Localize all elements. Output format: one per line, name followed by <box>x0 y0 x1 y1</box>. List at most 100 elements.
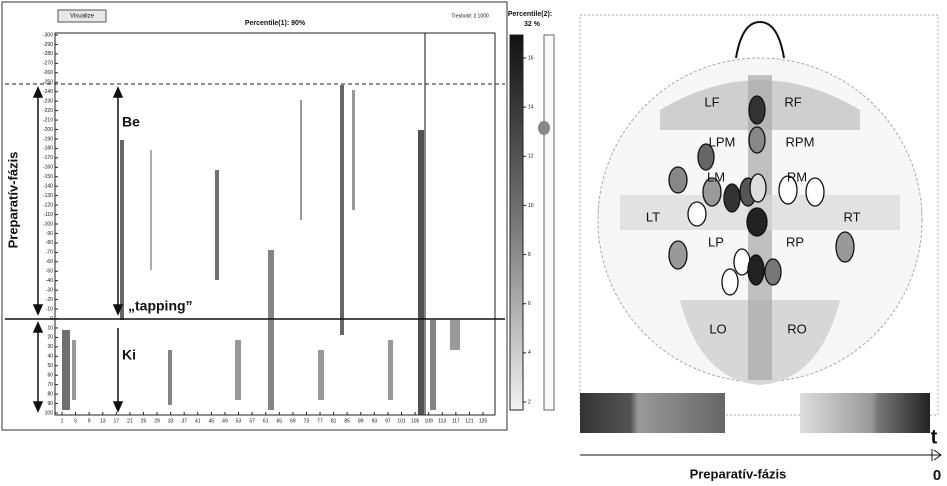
strip-left <box>580 393 725 433</box>
region-label: RF <box>784 94 801 109</box>
region-label: LPM <box>709 134 736 149</box>
y-tick-label: -240 <box>43 89 53 95</box>
streak <box>150 150 152 270</box>
x-tick-label: 81 <box>331 418 337 424</box>
region-label: LP <box>708 234 724 249</box>
percentile1: Percentile(1): 90% <box>245 20 306 27</box>
x-tick-label: 77 <box>317 418 323 424</box>
x-tick-label: 37 <box>181 418 187 424</box>
side-label: Preparatív-fázis <box>5 152 20 249</box>
colorbar-tick-label: 14 <box>528 104 534 110</box>
colorbar-tick-label: 2 <box>528 399 531 405</box>
x-tick-label: 61 <box>263 418 269 424</box>
y-tick-label: -100 <box>43 221 53 227</box>
streak <box>318 350 324 400</box>
y-tick-label: -200 <box>43 127 53 133</box>
electrode <box>749 127 765 153</box>
streak <box>268 250 274 410</box>
y-tick-label: -70 <box>46 250 53 256</box>
x-tick-label: 125 <box>479 418 488 424</box>
y-tick-label: -300 <box>43 32 53 38</box>
button-label[interactable]: Visualize <box>70 14 95 20</box>
streak <box>340 85 344 335</box>
y-tick-label: -280 <box>43 51 53 57</box>
y-tick-label: -110 <box>43 212 53 218</box>
region-label: RO <box>787 321 807 336</box>
x-tick-label: 97 <box>385 418 391 424</box>
region-label: LF <box>704 94 719 109</box>
y-tick-label: 50 <box>47 363 53 369</box>
y-tick-label: -120 <box>43 202 53 208</box>
x-tick-label: 69 <box>290 418 296 424</box>
x-tick-label: 9 <box>88 418 91 424</box>
colorbar-tick-label: 16 <box>528 55 534 61</box>
x-tick-label: 89 <box>358 418 364 424</box>
colorbar-tick-label: 4 <box>528 350 531 356</box>
y-tick-label: -190 <box>43 136 53 142</box>
percentile2-value: 32 % <box>524 21 541 28</box>
region-label: LT <box>646 209 660 224</box>
y-tick-label: 0 <box>50 316 53 322</box>
electrode <box>747 208 767 236</box>
y-tick-label: -290 <box>43 42 53 48</box>
x-tick-label: 29 <box>154 418 160 424</box>
y-tick-label: -20 <box>46 297 53 303</box>
threshold: Treshold: 3 1000 <box>451 13 489 19</box>
x-tick-label: 93 <box>372 418 378 424</box>
y-tick-label: 40 <box>47 354 53 360</box>
y-tick-label: 90 <box>47 401 53 407</box>
y-tick-label: 60 <box>47 373 53 379</box>
region-label: LO <box>709 321 726 336</box>
x-tick-label: 5 <box>74 418 77 424</box>
electrode <box>765 259 781 285</box>
label-tapping: „tapping” <box>128 298 193 314</box>
electrode <box>836 232 854 262</box>
slider-track[interactable] <box>544 35 554 410</box>
y-tick-label: 30 <box>47 344 53 350</box>
raster-plot: Preparatív-fázis Be „tapping” Ki -300-29… <box>5 32 505 424</box>
region-label: RT <box>843 209 860 224</box>
percentile2: Percentile(2): <box>508 11 552 18</box>
timeline-label: Preparatív-fázis <box>690 466 787 481</box>
electrode <box>722 269 738 295</box>
streak <box>120 140 124 320</box>
y-tick-label: -150 <box>43 174 53 180</box>
y-tick-label: -270 <box>43 61 53 67</box>
x-tick-label: 45 <box>209 418 215 424</box>
strip-right <box>800 393 930 433</box>
x-tick-label: 121 <box>465 418 474 424</box>
y-tick-label: -180 <box>43 146 53 152</box>
x-tick-label: 65 <box>277 418 283 424</box>
head-map: LFRFLPMRPMLMRMLTRTLPRPLORO <box>580 15 938 415</box>
label-in: Be <box>122 114 140 130</box>
region-label: LM <box>707 169 725 184</box>
streak <box>450 320 460 350</box>
y-tick-label: -160 <box>43 165 53 171</box>
streak <box>235 340 241 400</box>
streak <box>62 330 70 410</box>
y-tick-label: -170 <box>43 155 53 161</box>
slider-thumb[interactable] <box>538 121 550 135</box>
x-tick-label: 113 <box>438 418 446 424</box>
x-tick-label: 17 <box>114 418 120 424</box>
x-tick-label: 49 <box>222 418 228 424</box>
electrode <box>806 178 824 206</box>
y-tick-label: -260 <box>43 70 53 76</box>
streak <box>352 90 355 210</box>
electrode <box>749 96 765 124</box>
y-tick-label: -80 <box>46 240 53 246</box>
timeline-zero: 0 <box>933 467 941 484</box>
colorbar-tick-label: 10 <box>528 203 534 209</box>
x-tick-label: 21 <box>127 418 133 424</box>
streak <box>430 320 436 410</box>
streak <box>418 130 424 415</box>
y-tick-label: -40 <box>46 278 53 284</box>
colorbar-tick-label: 12 <box>528 154 534 160</box>
y-tick-label: -210 <box>43 117 53 123</box>
x-tick-label: 33 <box>168 418 174 424</box>
region-label: RM <box>787 169 807 184</box>
electrode <box>748 255 764 285</box>
x-tick-label: 13 <box>100 418 106 424</box>
y-tick-label: 10 <box>47 325 53 331</box>
streak <box>168 350 172 405</box>
